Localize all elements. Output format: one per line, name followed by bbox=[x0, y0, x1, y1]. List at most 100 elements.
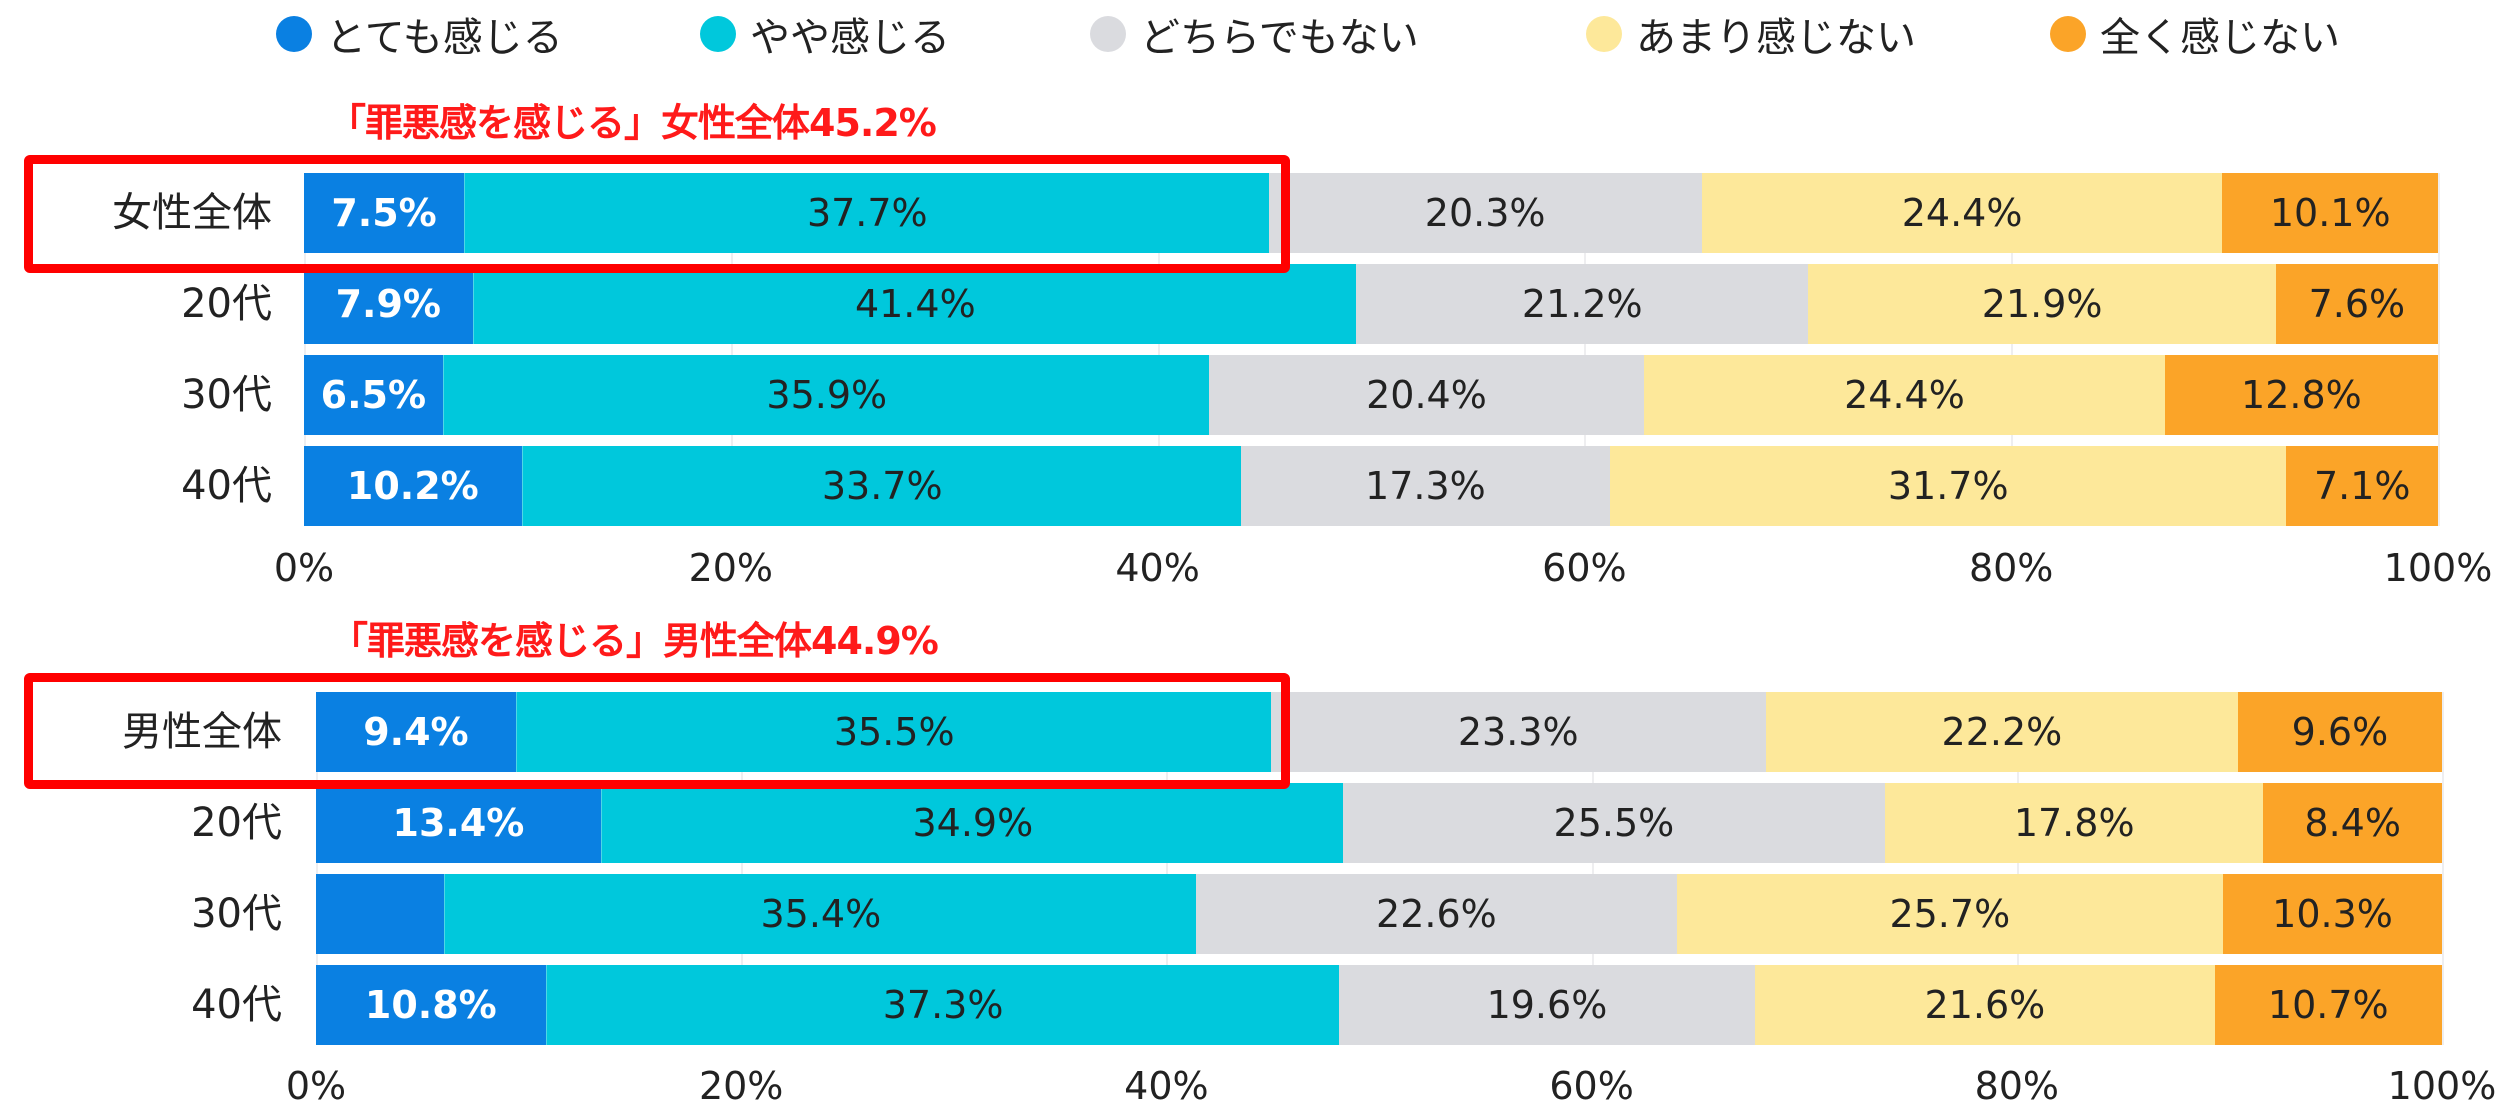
data-label: 10.2% bbox=[346, 464, 479, 508]
bar-segment: 24.4% bbox=[1701, 173, 2223, 253]
bar-segment: 7.1% bbox=[2286, 446, 2438, 526]
row-label: 20代 bbox=[181, 281, 272, 327]
bar-segment: 21.9% bbox=[1808, 264, 2276, 344]
gridline bbox=[1591, 692, 1594, 1045]
bar-segment: 23.3% bbox=[1270, 692, 1766, 772]
highlight-box bbox=[24, 155, 1290, 273]
gridline bbox=[1166, 692, 1169, 1045]
row-label: 30代 bbox=[181, 372, 272, 418]
bar-segment: 19.6% bbox=[1338, 965, 1756, 1045]
legend-label: やや感じる bbox=[750, 15, 950, 61]
data-label: 9.4% bbox=[363, 710, 469, 754]
data-label: 6.5% bbox=[320, 373, 427, 417]
data-label: 17.3% bbox=[1365, 464, 1486, 508]
bar-segment: 35.4% bbox=[443, 874, 1198, 954]
data-label: 7.9% bbox=[335, 282, 441, 326]
bar-segment: 33.7% bbox=[521, 446, 1242, 526]
bar-segment: 17.3% bbox=[1240, 446, 1610, 526]
data-label: 37.3% bbox=[882, 983, 1004, 1027]
row-label: 40代 bbox=[181, 463, 272, 509]
bar-segment: 22.2% bbox=[1765, 692, 2238, 772]
gridline bbox=[2438, 173, 2440, 526]
bar-segment: 9.4% bbox=[316, 692, 516, 772]
data-label: 10.3% bbox=[2272, 892, 2393, 936]
chart-annotation: 「罪悪感を感じる」女性全体45.2% bbox=[328, 101, 937, 145]
gridline bbox=[2011, 173, 2014, 526]
data-label: 37.7% bbox=[806, 191, 928, 235]
bar-segment: 7.9% bbox=[304, 264, 473, 344]
legend-dot-icon bbox=[1090, 16, 1126, 52]
x-tick-label: 60% bbox=[1542, 546, 1627, 590]
bar-segment: 17.8% bbox=[1884, 783, 2264, 863]
data-label: 35.5% bbox=[833, 710, 955, 754]
x-tick-label: 20% bbox=[698, 1064, 784, 1108]
bar-segment: 37.3% bbox=[545, 965, 1340, 1045]
data-label: 10.7% bbox=[2267, 983, 2389, 1027]
bar-segment: 9.6% bbox=[2237, 692, 2442, 772]
row-label: 女性全体 bbox=[112, 190, 272, 236]
legend-label: あまり感じない bbox=[1636, 15, 1916, 61]
x-tick-label: 60% bbox=[1549, 1064, 1634, 1108]
legend-item: あまり感じない bbox=[1586, 4, 1916, 64]
data-label: 12.8% bbox=[2241, 373, 2362, 417]
data-label: 22.6% bbox=[1376, 892, 1497, 936]
highlight-box bbox=[24, 673, 1290, 789]
bar-segment: 35.5% bbox=[515, 692, 1272, 772]
gridline bbox=[2016, 692, 2019, 1045]
legend-dot-icon bbox=[700, 16, 736, 52]
bar-segment: 10.2% bbox=[304, 446, 522, 526]
bar-segment: 37.7% bbox=[464, 173, 1270, 253]
bar-segment: 10.3% bbox=[2223, 874, 2442, 954]
data-label: 9.6% bbox=[2291, 710, 2389, 754]
legend-item: やや感じる bbox=[700, 4, 950, 64]
data-label: 13.4% bbox=[392, 801, 525, 845]
x-tick-label: 40% bbox=[1124, 1064, 1209, 1108]
data-label: 21.2% bbox=[1521, 282, 1643, 326]
gridline bbox=[316, 692, 318, 1045]
bar-segment: 21.2% bbox=[1356, 264, 1809, 344]
data-label: 21.9% bbox=[1981, 282, 2103, 326]
data-label: 10.1% bbox=[2269, 191, 2391, 235]
data-label: 7.5% bbox=[331, 191, 437, 235]
legend-item: とても感じる bbox=[276, 4, 563, 64]
data-label: 10.8% bbox=[364, 983, 497, 1027]
data-label: 24.4% bbox=[1844, 373, 1965, 417]
bar-segment: 13.4% bbox=[316, 783, 601, 863]
x-tick-label: 0% bbox=[273, 546, 335, 590]
legend: とても感じる やや感じる どちらでもない あまり感じない 全く感じない bbox=[0, 4, 2500, 64]
data-label: 24.4% bbox=[1901, 191, 2023, 235]
legend-item: どちらでもない bbox=[1090, 4, 1419, 64]
bar-segment: 20.3% bbox=[1268, 173, 1702, 253]
legend-dot-icon bbox=[2050, 16, 2086, 52]
bar-segment: 10.7% bbox=[2214, 965, 2442, 1045]
x-tick-label: 20% bbox=[688, 546, 774, 590]
x-tick-label: 100% bbox=[2387, 1064, 2497, 1108]
legend-label: 全く感じない bbox=[2100, 15, 2340, 61]
data-label: 34.9% bbox=[912, 801, 1034, 845]
x-tick-label: 40% bbox=[1115, 546, 1200, 590]
data-label: 22.2% bbox=[1941, 710, 2063, 754]
legend-dot-icon bbox=[276, 16, 312, 52]
x-tick-label: 80% bbox=[1968, 546, 2054, 590]
bar-segment: 10.8% bbox=[316, 965, 546, 1045]
data-label: 25.5% bbox=[1553, 801, 1675, 845]
bar-segment: 7.5% bbox=[304, 173, 465, 253]
bar-segment: 25.5% bbox=[1342, 783, 1885, 863]
data-label: 31.7% bbox=[1887, 464, 2009, 508]
bar-segment: 25.7% bbox=[1676, 874, 2223, 954]
data-label: 23.3% bbox=[1457, 710, 1579, 754]
data-label: 35.4% bbox=[760, 892, 882, 936]
legend-dot-icon bbox=[1586, 16, 1622, 52]
gridline bbox=[2442, 692, 2444, 1045]
bar-segment: 24.4% bbox=[1644, 355, 2165, 435]
bar-segment: 8.4% bbox=[2263, 783, 2442, 863]
row-label: 40代 bbox=[191, 982, 282, 1028]
gridline bbox=[304, 173, 306, 526]
data-label: 35.9% bbox=[766, 373, 888, 417]
data-label: 20.4% bbox=[1366, 373, 1487, 417]
data-label: 7.6% bbox=[2308, 282, 2406, 326]
legend-item: 全く感じない bbox=[2050, 4, 2340, 64]
x-tick-label: 0% bbox=[285, 1064, 347, 1108]
x-tick-label: 100% bbox=[2383, 546, 2493, 590]
data-label: 25.7% bbox=[1889, 892, 2011, 936]
